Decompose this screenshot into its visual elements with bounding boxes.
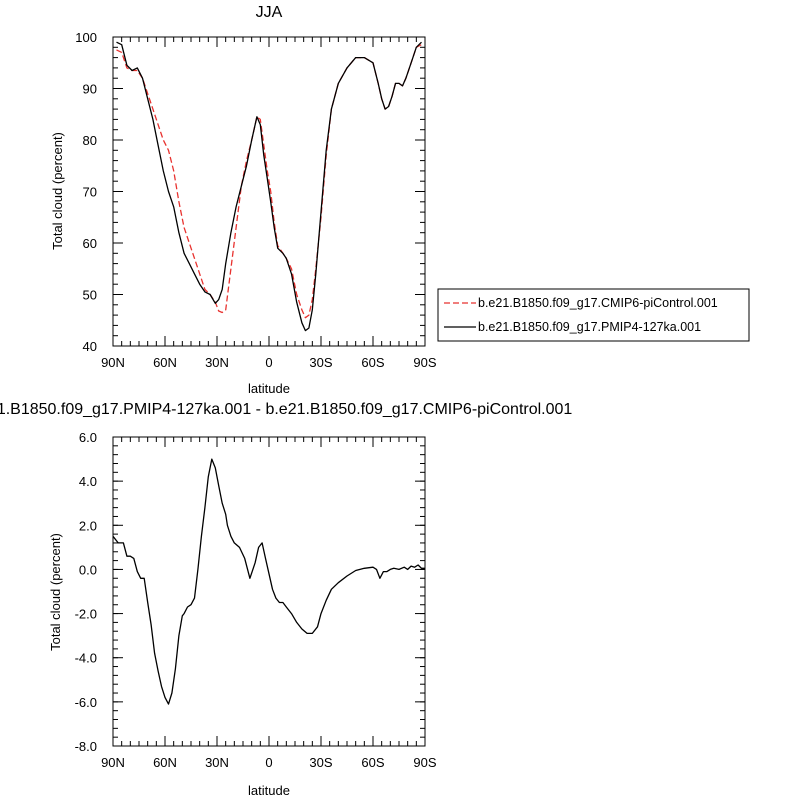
top-chart-series-line-0 xyxy=(116,44,422,319)
bottom-chart-y-tick-label: -6.0 xyxy=(75,695,97,710)
bottom-chart-plot-frame xyxy=(112,436,426,747)
bottom-chart-title: b.e21.B1850.f09_g17.PMIP4-127ka.001 - b.… xyxy=(0,401,572,418)
top-chart-x-tick-label: 30S xyxy=(309,355,332,370)
bottom-chart: b.e21.B1850.f09_g17.PMIP4-127ka.001 - b.… xyxy=(0,401,572,798)
top-chart-y-tick-label: 80 xyxy=(83,133,97,148)
top-chart-y-tick-label: 100 xyxy=(75,30,97,45)
bottom-chart-y-tick-label: 4.0 xyxy=(79,474,97,489)
top-chart-y-tick-label: 70 xyxy=(83,185,97,200)
bottom-chart-y-tick-label: -4.0 xyxy=(75,651,97,666)
top-chart-x-tick-label: 90N xyxy=(101,355,125,370)
legend-label-127ka: b.e21.B1850.f09_g17.PMIP4-127ka.001 xyxy=(478,320,701,334)
top-chart-y-tick-label: 90 xyxy=(83,82,97,97)
top-chart-x-tick-label: 30N xyxy=(205,355,229,370)
top-chart-x-axis-label: latitude xyxy=(248,381,290,396)
top-chart-x-tick-label: 60S xyxy=(361,355,384,370)
bottom-chart-x-tick-label: 60S xyxy=(361,755,384,770)
bottom-chart-x-tick-label: 90S xyxy=(413,755,436,770)
top-chart-y-tick-label: 50 xyxy=(83,288,97,303)
bottom-chart-x-tick-label: 60N xyxy=(153,755,177,770)
bottom-chart-x-tick-label: 0 xyxy=(265,755,272,770)
top-chart: JJA 90N 60N 30N 0 30S 60S 90S 405060708090100 … xyxy=(50,4,750,396)
legend-box xyxy=(437,288,750,342)
top-chart-title: JJA xyxy=(256,4,283,21)
bottom-chart-y-tick-label: 0.0 xyxy=(79,562,97,577)
top-chart-y-tick-label: 60 xyxy=(83,236,97,251)
top-chart-y-axis: 40 50 60 70 80 90 100 xyxy=(75,30,425,354)
top-chart-x-tick-label: 90S xyxy=(413,355,436,370)
top-chart-y-axis-label: Total cloud (percent) xyxy=(50,132,65,250)
bottom-chart-y-tick-label: 6.0 xyxy=(79,430,97,445)
top-chart-x-axis: 90N 60N 30N 0 30S 60S 90S xyxy=(101,37,437,370)
bottom-chart-y-tick-label: -2.0 xyxy=(75,607,97,622)
bottom-chart-x-axis-label: latitude xyxy=(248,783,290,798)
top-chart-series-line-1 xyxy=(116,41,422,332)
bottom-chart-y-axis-label: Total cloud (percent) xyxy=(48,533,63,651)
top-chart-x-tick-label: 0 xyxy=(265,355,272,370)
bottom-chart-x-tick-label: 30S xyxy=(309,755,332,770)
bottom-chart-y-tick-label: -8.0 xyxy=(75,739,97,754)
top-chart-y-tick-label: 40 xyxy=(83,339,97,354)
legend: b.e21.B1850.f09_g17.CMIP6-piControl.001 … xyxy=(437,288,750,342)
bottom-chart-y-tick-label: 2.0 xyxy=(79,518,97,533)
bottom-chart-x-tick-label: 30N xyxy=(205,755,229,770)
top-chart-x-tick-label: 60N xyxy=(153,355,177,370)
bottom-chart-series-line-0 xyxy=(112,458,425,705)
bottom-chart-x-tick-label: 90N xyxy=(101,755,125,770)
legend-label-control: b.e21.B1850.f09_g17.CMIP6-piControl.001 xyxy=(478,296,718,310)
bottom-chart-y-axis: -8.0 -6.0 -4.0 -2.0 0.0 2.0 4.0 6.0 xyxy=(75,430,425,754)
bottom-chart-x-axis: 90N 60N 30N 0 30S 60S 90S xyxy=(101,437,437,770)
